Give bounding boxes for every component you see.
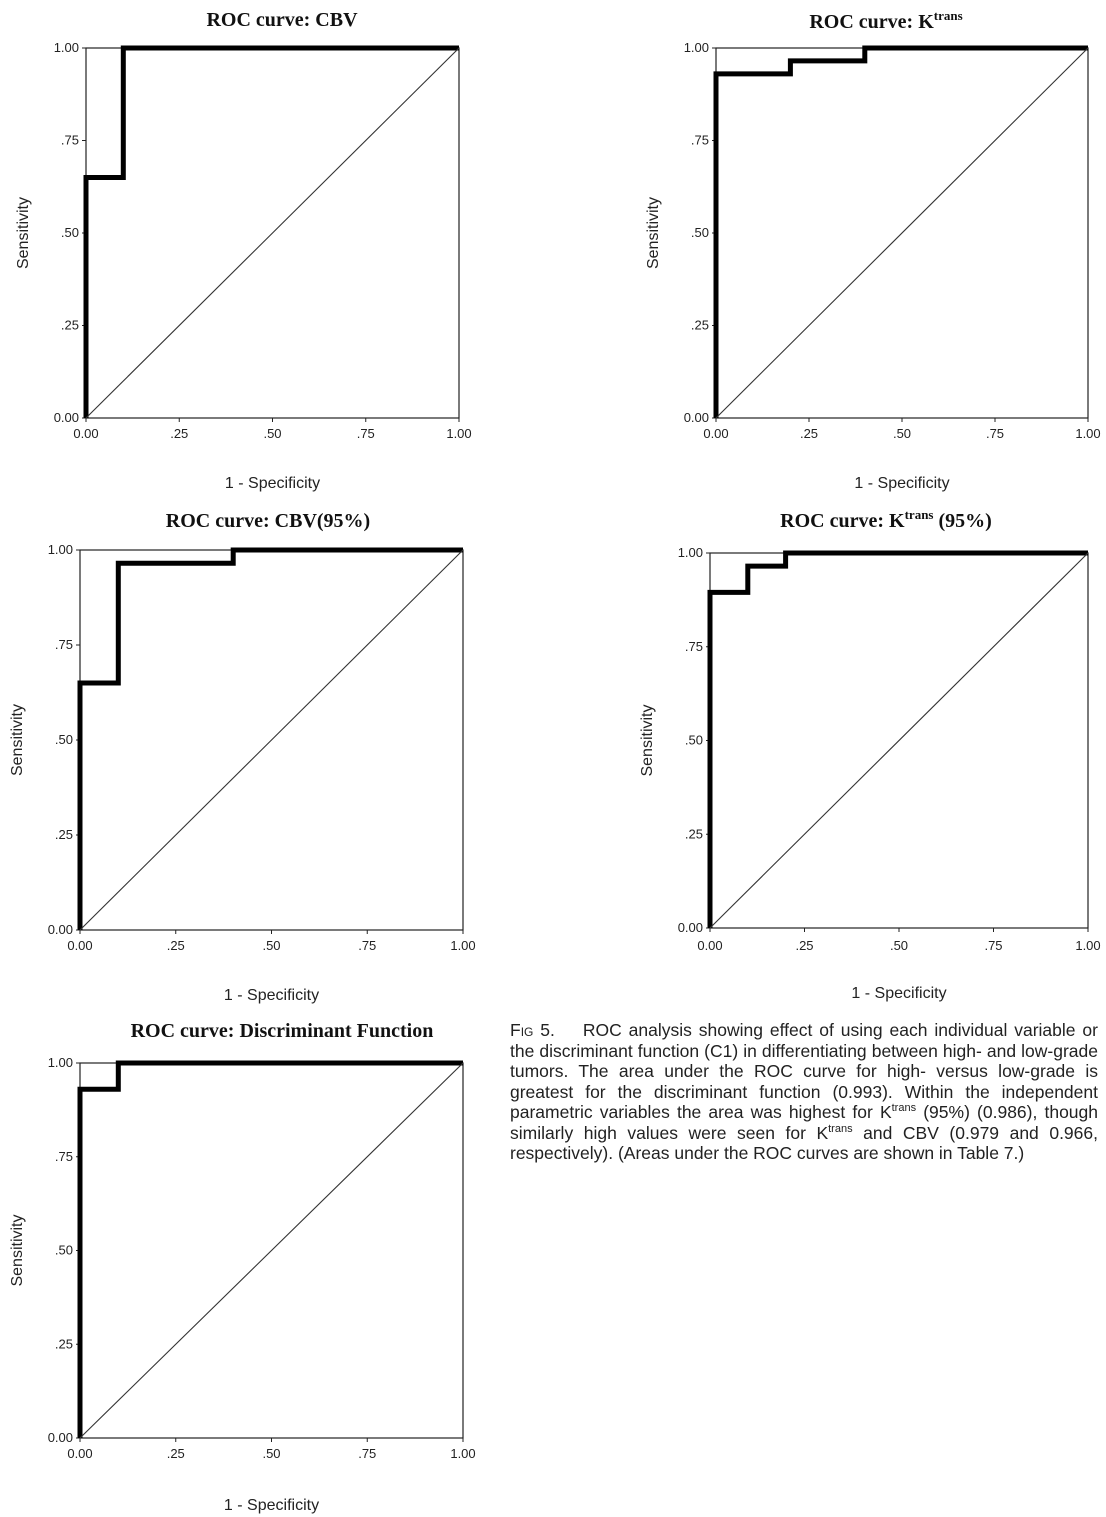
- caption-sup-1: trans: [891, 1102, 917, 1115]
- chart-title: ROC curve: Ktrans: [809, 8, 962, 33]
- x-tick-label: 0.00: [73, 426, 98, 441]
- y-tick-label: 0.00: [684, 410, 709, 425]
- chart-title: ROC curve: CBV: [206, 9, 358, 31]
- roc-chart-cbv-95: ROC curve: CBV(95%) 0.00 .25 .50 .75 1.00 0.00…: [0, 505, 500, 1005]
- y-tick-label: 0.00: [48, 1430, 73, 1445]
- y-tick-label: .50: [685, 733, 703, 748]
- x-axis-label: 1 - Specificity: [854, 475, 949, 492]
- y-tick-label: 1.00: [48, 542, 73, 557]
- x-axis-label: 1 - Specificity: [225, 475, 320, 492]
- x-tick-label: .75: [357, 426, 375, 441]
- roc-curve-line: [77, 547, 463, 930]
- chart-title-superscript: trans: [934, 8, 963, 23]
- x-axis-label: 1 - Specificity: [224, 1497, 319, 1514]
- y-tick-label: .25: [55, 827, 73, 842]
- roc-curve-line: [77, 1060, 463, 1438]
- y-tick-label: .25: [61, 318, 79, 333]
- x-tick-label: 1.00: [1075, 426, 1100, 441]
- caption-text-3: and CBV (0.979 and 0.966, respectively).…: [510, 1122, 1098, 1164]
- roc-chart-ktrans: ROC curve: Ktrans 0.00 .25 .50 .75 1.00 0.00 .2…: [630, 0, 1106, 500]
- caption-sup-2: trans: [828, 1122, 853, 1135]
- y-tick-label: 1.00: [48, 1055, 73, 1070]
- roc-svg: ROC curve: CBV(95%) 0.00 .25 .50 .75 1.00 0.00…: [9, 510, 476, 1004]
- x-tick-label: .25: [167, 1446, 185, 1461]
- x-tick-label: .50: [262, 938, 280, 953]
- x-tick-label: 1.00: [1075, 938, 1100, 953]
- y-tick-label: .50: [55, 1243, 73, 1258]
- y-tick-label: .50: [691, 225, 709, 240]
- y-tick-label: .50: [55, 732, 73, 747]
- x-tick-label: 1.00: [446, 426, 471, 441]
- y-axis-label: Sensitivity: [9, 704, 26, 776]
- roc-svg: ROC curve: Ktrans (95%) 0.00 .25 .50 .75 1.00…: [639, 507, 1101, 1002]
- x-tick-label: .75: [986, 426, 1004, 441]
- y-axis-label: Sensitivity: [639, 704, 656, 776]
- x-tick-label: 0.00: [67, 1446, 92, 1461]
- y-tick-label: 0.00: [54, 410, 79, 425]
- y-axis-label: Sensitivity: [15, 197, 32, 269]
- x-axis-label: 1 - Specificity: [224, 987, 319, 1004]
- roc-curve-line: [707, 550, 1088, 928]
- figure-caption: Fig 5. ROC analysis showing effect of usi…: [510, 1020, 1098, 1164]
- caption-text-1: ROC analysis showing effect of using eac…: [510, 1020, 1098, 1122]
- roc-svg: ROC curve: CBV 0.00 .25 .50 .75 1.00 0.00 .25 .5…: [15, 9, 472, 492]
- x-tick-label: .25: [795, 938, 813, 953]
- roc-svg: ROC curve: Discriminant Function 0.00 .25.…: [9, 1020, 476, 1514]
- y-tick-label: .75: [55, 1149, 73, 1164]
- x-tick-label: .75: [984, 938, 1002, 953]
- chart-title-superscript: trans: [905, 507, 934, 522]
- reference-diagonal-line: [79, 549, 464, 931]
- x-tick-label: .50: [890, 938, 908, 953]
- y-tick-label: .25: [685, 826, 703, 841]
- y-tick-label: .25: [691, 318, 709, 333]
- x-tick-label: 1.00: [450, 938, 475, 953]
- x-tick-label: .25: [167, 938, 185, 953]
- y-tick-label: 0.00: [678, 920, 703, 935]
- x-tick-label: .50: [263, 426, 281, 441]
- y-tick-label: .50: [61, 225, 79, 240]
- y-tick-label: .75: [691, 133, 709, 148]
- y-tick-label: 1.00: [678, 545, 703, 560]
- y-axis-label: Sensitivity: [645, 197, 662, 269]
- x-tick-label: .25: [800, 426, 818, 441]
- chart-title: ROC curve: Ktrans (95%): [780, 507, 992, 532]
- figure-label: Fig 5.: [510, 1020, 555, 1040]
- roc-svg: ROC curve: Ktrans 0.00 .25 .50 .75 1.00 0.00 .2…: [645, 8, 1101, 492]
- y-tick-label: 0.00: [48, 922, 73, 937]
- roc-chart-cbv: ROC curve: CBV 0.00 .25 .50 .75 1.00 0.00 .25 .5…: [0, 0, 500, 500]
- x-tick-label: .75: [358, 938, 376, 953]
- x-tick-label: .50: [893, 426, 911, 441]
- reference-diagonal-line: [709, 552, 1089, 929]
- x-tick-label: .50: [262, 1446, 280, 1461]
- chart-title: ROC curve: CBV(95%): [166, 510, 370, 532]
- reference-diagonal-line: [79, 1062, 464, 1439]
- x-tick-label: 0.00: [697, 938, 722, 953]
- y-tick-label: .75: [685, 639, 703, 654]
- x-tick-label: .25: [170, 426, 188, 441]
- roc-chart-ktrans-95: ROC curve: Ktrans (95%) 0.00 .25 .50 .75 1.00…: [630, 505, 1106, 1005]
- y-tick-label: 1.00: [684, 40, 709, 55]
- x-tick-label: 0.00: [703, 426, 728, 441]
- caption-text-2: (95%) (0.986), though similarly high val…: [510, 1102, 1099, 1143]
- roc-curve-line: [83, 45, 459, 418]
- reference-diagonal-line: [715, 47, 1089, 419]
- y-tick-label: 1.00: [54, 40, 79, 55]
- reference-diagonal-line: [85, 47, 460, 419]
- chart-title: ROC curve: Discriminant Function: [131, 1020, 434, 1042]
- x-tick-label: .75: [358, 1446, 376, 1461]
- roc-chart-discriminant-function: ROC curve: Discriminant Function 0.00 .25.…: [0, 1017, 500, 1517]
- y-tick-label: .75: [55, 637, 73, 652]
- y-tick-label: .75: [61, 133, 79, 148]
- y-axis-label: Sensitivity: [9, 1214, 26, 1286]
- y-tick-label: .25: [55, 1336, 73, 1351]
- x-tick-label: 0.00: [67, 938, 92, 953]
- x-tick-label: 1.00: [450, 1446, 475, 1461]
- x-axis-label: 1 - Specificity: [851, 985, 946, 1002]
- roc-curve-line: [713, 45, 1088, 418]
